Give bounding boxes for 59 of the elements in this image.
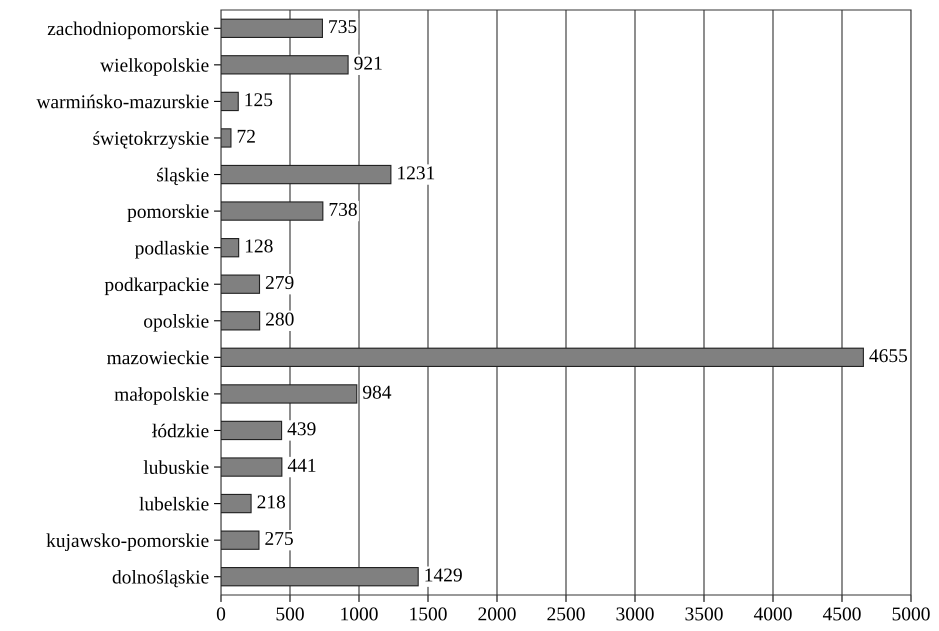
bar bbox=[221, 92, 239, 112]
data-label: 441 bbox=[288, 458, 316, 472]
bar bbox=[221, 238, 240, 258]
bar bbox=[221, 457, 282, 477]
y-tick-label: świętokrzyskie bbox=[93, 131, 209, 149]
y-tick-label: lubuskie bbox=[144, 460, 209, 474]
data-label: 735 bbox=[329, 20, 356, 34]
data-label: 439 bbox=[288, 422, 316, 436]
x-tick-label: 3000 bbox=[616, 607, 654, 620]
y-tick-label: podkarpackie bbox=[104, 277, 209, 296]
y-tick-label: łódzkie bbox=[152, 424, 209, 438]
bar bbox=[221, 164, 392, 184]
bar bbox=[221, 18, 323, 38]
y-tick-label: mazowieckie bbox=[107, 350, 209, 364]
x-tick-label: 4500 bbox=[822, 607, 861, 620]
y-tick-label: małopolskie bbox=[114, 387, 209, 405]
data-label: 125 bbox=[246, 93, 272, 106]
bar bbox=[221, 201, 324, 221]
data-label: 1231 bbox=[398, 166, 434, 180]
x-tick-label: 0 bbox=[216, 607, 226, 620]
x-tick-label: 2000 bbox=[478, 607, 516, 620]
data-label: 4655 bbox=[869, 349, 908, 362]
bar bbox=[221, 348, 864, 368]
data-label: 1429 bbox=[425, 568, 462, 582]
y-tick-label: zachodniopomorskie bbox=[48, 22, 209, 40]
bar bbox=[221, 55, 349, 75]
x-tick-label: 2500 bbox=[547, 607, 585, 620]
bar bbox=[221, 311, 260, 330]
data-label: 738 bbox=[330, 202, 357, 216]
y-tick-label: dolnośląskie bbox=[112, 570, 209, 588]
data-label: 275 bbox=[265, 532, 293, 546]
bar bbox=[221, 530, 260, 550]
x-tick-label: 3500 bbox=[685, 607, 723, 620]
data-label: 279 bbox=[266, 276, 294, 290]
bar bbox=[221, 420, 282, 440]
bar bbox=[221, 567, 419, 586]
y-tick-label: śląskie bbox=[157, 168, 209, 186]
data-label: 280 bbox=[266, 312, 294, 326]
x-tick-label: 500 bbox=[276, 607, 304, 620]
y-tick-label: kujawsko-pomorskie bbox=[46, 533, 209, 552]
y-tick-label: wielkopolskie bbox=[100, 58, 209, 76]
y-tick-label: warmińsko-mazurskie bbox=[36, 94, 209, 108]
data-label: 984 bbox=[362, 386, 392, 399]
x-tick-label: 5000 bbox=[892, 607, 930, 620]
data-label: 72 bbox=[238, 130, 255, 143]
x-tick-label: 1500 bbox=[410, 607, 447, 620]
bar bbox=[221, 384, 358, 404]
bar bbox=[221, 274, 260, 294]
data-label: 128 bbox=[246, 239, 273, 253]
y-tick-label: opolskie bbox=[144, 314, 209, 332]
data-label: 921 bbox=[354, 56, 382, 70]
bar bbox=[221, 128, 232, 148]
bar bbox=[221, 494, 252, 514]
x-tick-label: 4000 bbox=[754, 607, 792, 620]
y-tick-label: podlaskie bbox=[134, 240, 209, 259]
y-tick-label: lubelskie bbox=[139, 496, 209, 511]
y-tick-label: pomorskie bbox=[127, 204, 209, 222]
x-tick-label: 1000 bbox=[341, 607, 378, 620]
data-label: 218 bbox=[257, 495, 286, 508]
